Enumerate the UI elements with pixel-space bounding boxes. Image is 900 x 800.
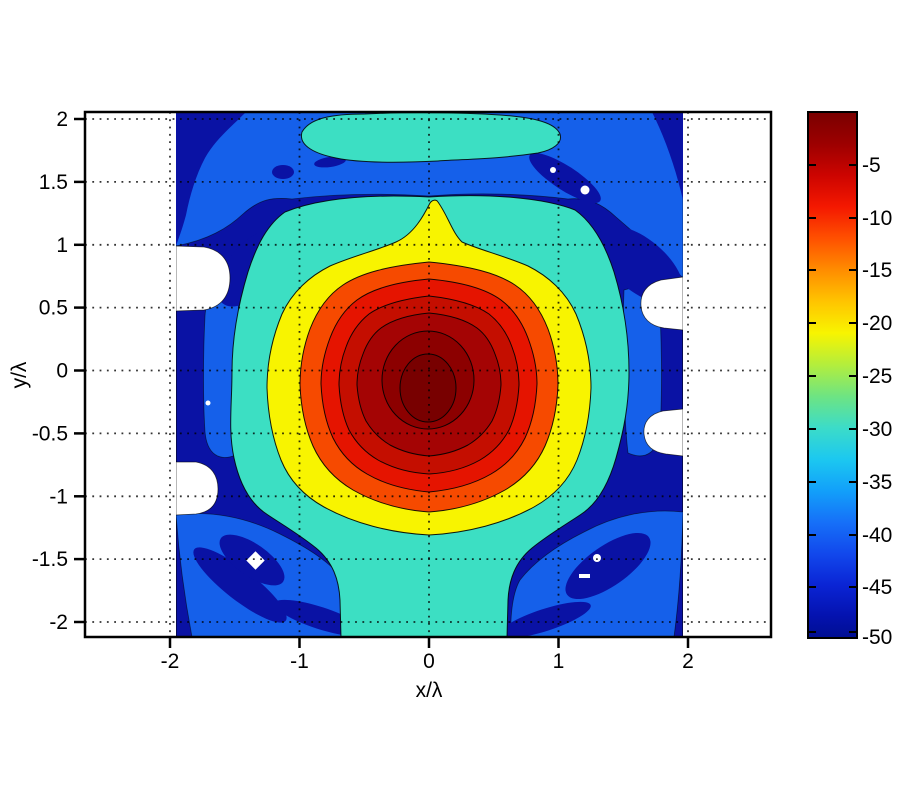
y-tick-labels: 2 1.5 1 0.5 0 -0.5 -1 -1.5 -2 (32, 108, 68, 634)
colorbar-label: -25 (862, 365, 892, 388)
y-tick-label: -1.5 (32, 548, 68, 571)
axis-ticks (74, 117, 690, 648)
null-speck-topright-2 (580, 185, 590, 195)
contour-fill-core-red (399, 353, 457, 423)
contour-fill-cyan-top-lobe (300, 112, 562, 163)
null-notch-left-upper (176, 245, 231, 312)
y-axis-label: y/λ (8, 361, 31, 388)
colorbar-label: -30 (862, 418, 892, 441)
colorbar-label: -45 (862, 576, 892, 599)
colorbar-labels: -5 -10 -15 -20 -25 -30 -35 -40 -45 -50 (862, 154, 892, 649)
y-tick-label: 0.5 (39, 297, 68, 320)
null-notch-left-lower (176, 461, 219, 516)
null-notch-right-upper (640, 276, 683, 331)
y-tick-label: 1 (56, 234, 68, 257)
contour-field (176, 112, 683, 637)
x-tick-label: -1 (290, 650, 309, 673)
x-tick-label: 1 (553, 650, 565, 673)
colorbar-gradient (808, 112, 857, 638)
contour-fill-dark-dash-topleft (314, 156, 346, 168)
colorbar-label: -5 (862, 154, 881, 177)
colorbar-label: -35 (862, 471, 892, 494)
contour-fill-darkcorner-topleft (176, 112, 246, 246)
y-tick-label: -2 (49, 611, 68, 634)
null-speck-topright-1 (550, 167, 556, 173)
null-speck-bottomleft (246, 551, 265, 570)
colorbar-label: -40 (862, 524, 892, 547)
x-tick-labels: -2 -1 0 1 2 (161, 650, 694, 673)
contour-fill-dark-streak-bottomright-2 (499, 601, 591, 637)
y-tick-label: 0 (56, 360, 68, 383)
colorbar-ticks (808, 164, 857, 633)
colorbar-label: -50 (862, 626, 892, 649)
colorbar-label: -15 (862, 259, 892, 282)
contour-fill-blue-top-band (176, 112, 683, 279)
x-tick-label: 0 (423, 650, 435, 673)
colorbar: -5 -10 -15 -20 -25 -30 -35 -40 -45 -50 (807, 111, 892, 649)
contour-fill-dark-blob-topleft (272, 165, 294, 179)
x-tick-label: -2 (161, 650, 180, 673)
y-tick-label: -0.5 (32, 422, 68, 445)
null-speck-bottomright-2 (579, 574, 590, 578)
x-tick-label: 2 (682, 650, 694, 673)
y-tick-label: 1.5 (39, 171, 68, 194)
x-axis-label: x/λ (416, 679, 443, 702)
contour-fill-darkcorner-topright (652, 112, 683, 200)
contour-fill-dark-streak-bottomright-1 (565, 532, 651, 600)
colorbar-label: -20 (862, 312, 892, 335)
null-speck-left (205, 400, 211, 406)
null-speck-bottomright-1 (593, 554, 601, 562)
y-tick-label: 2 (56, 108, 68, 131)
colorbar-label: -10 (862, 207, 892, 230)
contour-fill-dark-streak-bottomleft-1 (193, 547, 287, 623)
y-tick-label: -1 (49, 485, 68, 508)
